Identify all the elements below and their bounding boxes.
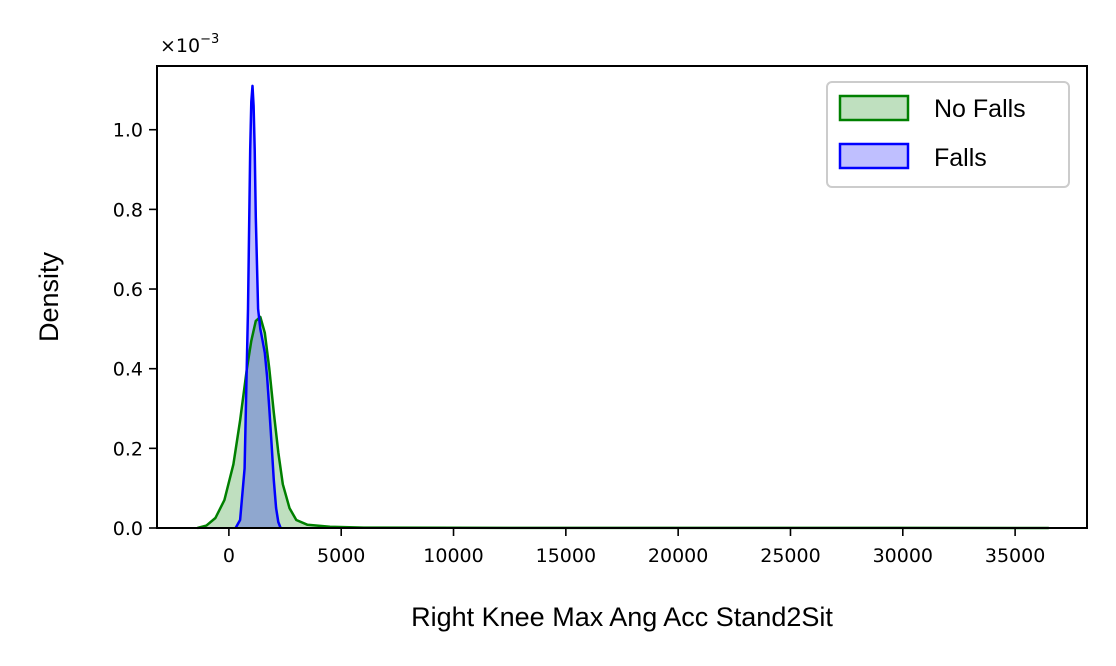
y-tick-label: 0.6	[113, 279, 143, 301]
x-tick-label: 15000	[536, 545, 596, 567]
legend-swatch-no-falls	[838, 94, 910, 122]
y-tick-label: 0.8	[113, 199, 143, 221]
y-scale-offset-text: ×10−3	[160, 32, 219, 57]
x-axis-label: Right Knee Max Ang Acc Stand2Sit	[411, 602, 833, 632]
y-scale-exponent: −3	[200, 32, 219, 47]
y-axis-label: Density	[34, 251, 64, 342]
legend: No Falls Falls	[826, 81, 1070, 188]
x-tick-label: 20000	[648, 545, 708, 567]
legend-label-falls: Falls	[934, 144, 987, 172]
plot-frame	[156, 65, 1088, 529]
x-tick-label: 35000	[985, 545, 1045, 567]
density-line-no-falls	[197, 315, 1049, 530]
x-tick-label: 25000	[760, 545, 820, 567]
y-scale-base: ×10	[160, 35, 200, 57]
x-tick-label: 10000	[423, 545, 483, 567]
y-tick-label: 1.0	[113, 120, 143, 142]
y-tick-label: 0.2	[113, 438, 143, 460]
density-area-no-falls	[197, 316, 1049, 528]
x-tick-label: 0	[223, 545, 235, 567]
y-axis-ticks: 0.0 0.2 0.4 0.6 0.8 1.0	[113, 120, 157, 540]
density-line-falls	[234, 84, 282, 529]
y-tick-label: 0.4	[113, 359, 143, 381]
x-tick-label: 30000	[873, 545, 933, 567]
x-tick-label: 5000	[317, 545, 365, 567]
y-tick-label: 0.0	[113, 518, 143, 540]
legend-swatch-falls	[838, 142, 910, 170]
legend-label-no-falls: No Falls	[934, 95, 1026, 123]
x-axis-ticks: 0 5000 10000 15000 20000 25000 30000 35000	[223, 528, 1045, 567]
